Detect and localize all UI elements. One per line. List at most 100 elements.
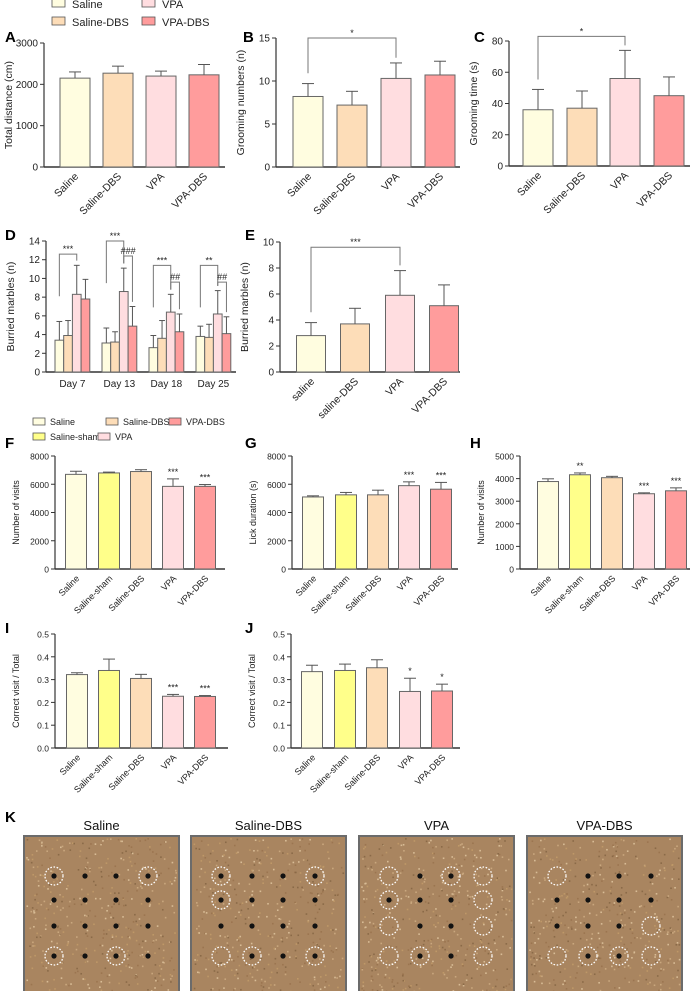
significance-label: ## <box>217 272 227 282</box>
bedding-texture <box>227 944 229 947</box>
legend-swatch <box>97 432 111 441</box>
bedding-texture <box>424 901 427 903</box>
bedding-texture <box>94 897 97 900</box>
bedding-texture <box>85 932 87 935</box>
bedding-texture <box>140 882 143 884</box>
bedding-texture <box>290 927 293 929</box>
bedding-texture <box>122 898 125 900</box>
bedding-texture <box>204 871 206 874</box>
bedding-texture <box>402 918 404 921</box>
bedding-texture <box>134 862 136 865</box>
bar-saline-dbs <box>366 667 388 749</box>
y-tick-label: 0 <box>32 163 38 174</box>
bedding-texture <box>204 857 207 859</box>
bedding-texture <box>53 912 55 915</box>
marble <box>82 897 88 903</box>
bedding-texture <box>581 949 584 952</box>
bedding-texture <box>613 987 616 989</box>
bedding-texture <box>483 960 486 963</box>
bedding-texture <box>288 863 291 866</box>
buried-marble-circle <box>641 946 661 966</box>
bedding-texture <box>332 908 335 911</box>
bedding-texture <box>624 952 626 955</box>
bedding-texture <box>83 978 86 981</box>
bedding-texture <box>89 868 92 871</box>
bedding-texture <box>162 900 164 903</box>
bedding-texture <box>152 941 154 944</box>
bedding-texture <box>388 977 391 979</box>
bedding-texture <box>87 983 89 986</box>
bedding-texture <box>200 868 203 870</box>
bedding-texture <box>33 925 35 928</box>
bedding-texture <box>495 879 498 881</box>
bedding-texture <box>125 850 127 853</box>
bedding-texture <box>299 872 302 874</box>
bedding-texture <box>31 853 34 856</box>
bedding-texture <box>160 968 163 970</box>
bedding-texture <box>222 962 224 965</box>
bedding-texture <box>85 902 88 905</box>
marble <box>218 873 224 879</box>
bedding-texture <box>667 962 670 964</box>
buried-marble-circle <box>211 946 231 966</box>
bedding-texture <box>582 981 584 983</box>
bedding-texture <box>438 945 441 947</box>
bedding-texture <box>272 868 275 871</box>
bedding-texture <box>79 850 82 852</box>
bedding-texture <box>299 839 301 841</box>
bedding-texture <box>451 870 453 872</box>
bedding-texture <box>676 845 678 848</box>
bedding-texture <box>163 858 166 860</box>
bedding-texture <box>567 950 569 952</box>
bedding-texture <box>374 861 377 864</box>
bedding-texture <box>432 846 434 849</box>
bedding-texture <box>392 872 394 874</box>
marble <box>82 953 88 959</box>
bedding-texture <box>214 901 217 904</box>
bedding-texture <box>85 867 87 869</box>
bedding-texture <box>425 840 428 843</box>
bedding-texture <box>472 942 474 945</box>
bedding-texture <box>224 861 227 864</box>
bedding-texture <box>162 961 164 964</box>
bedding-texture <box>102 937 104 939</box>
buried-marble-circle <box>410 946 430 966</box>
bedding-texture <box>404 889 407 892</box>
bedding-texture <box>227 864 230 867</box>
bedding-texture <box>620 940 622 942</box>
buried-marble-circle <box>609 946 629 966</box>
y-tick-label: 10 <box>259 77 271 88</box>
bedding-texture <box>69 900 71 903</box>
y-axis-label: Correct visit / Total <box>11 654 21 728</box>
bedding-texture <box>229 884 232 886</box>
bedding-texture <box>448 863 451 866</box>
bedding-texture <box>65 983 67 986</box>
bedding-texture <box>200 860 203 862</box>
bedding-texture <box>322 903 325 905</box>
bedding-texture <box>327 851 329 853</box>
bedding-texture <box>574 977 577 979</box>
bar-saline <box>54 339 65 373</box>
bedding-texture <box>213 888 215 890</box>
bedding-texture <box>299 850 301 852</box>
bar-vpa-dbs <box>429 305 459 373</box>
bedding-texture <box>572 942 575 945</box>
bedding-texture <box>76 943 79 946</box>
bedding-texture <box>485 972 487 974</box>
significance-label: *** <box>157 255 168 265</box>
bedding-texture <box>421 882 424 885</box>
bedding-texture <box>460 938 462 940</box>
bedding-texture <box>371 989 374 991</box>
bedding-texture <box>313 976 316 979</box>
bedding-texture <box>472 865 475 868</box>
bedding-texture <box>600 923 603 925</box>
bedding-texture <box>600 965 603 968</box>
bar-vpa-dbs <box>221 333 232 373</box>
bedding-texture <box>94 884 97 886</box>
bedding-texture <box>196 888 198 891</box>
bedding-texture <box>678 983 681 986</box>
bedding-texture <box>219 935 222 937</box>
bedding-texture <box>568 880 571 882</box>
bar-saline-dbs <box>601 477 623 570</box>
y-axis-label: Burried marbles (n) <box>5 262 17 352</box>
